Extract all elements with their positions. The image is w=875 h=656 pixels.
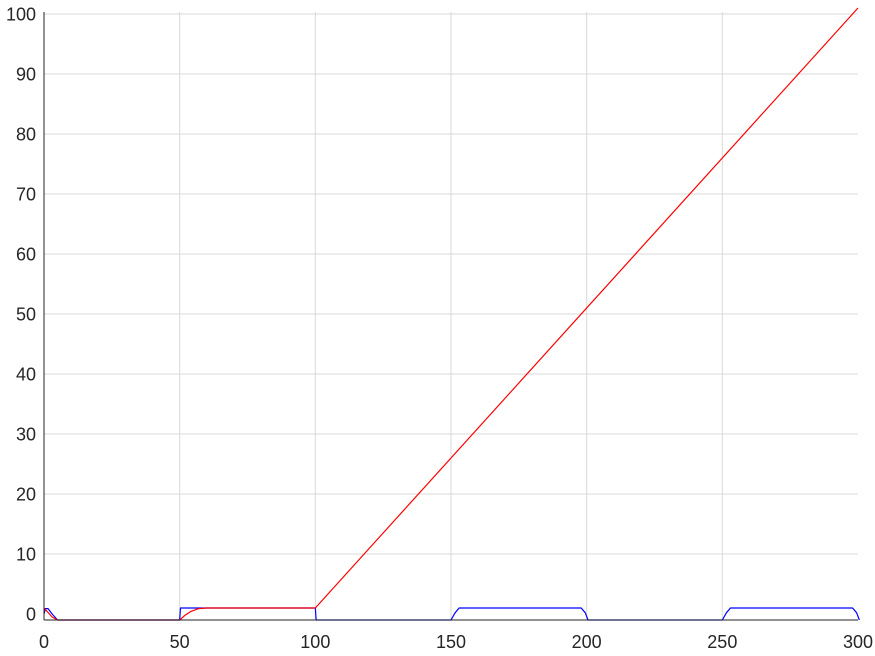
x-tick-label: 100 [300,632,330,652]
y-tick-label: 30 [16,425,36,445]
axis-layer [43,12,858,621]
x-tick-label: 250 [707,632,737,652]
x-tick-label: 300 [843,632,873,652]
series-line-2 [43,7,859,621]
y-tick-label: 20 [16,485,36,505]
y-tick-label: 60 [16,245,36,265]
y-tick-label: 90 [16,65,36,85]
grid-layer [44,12,858,620]
y-tick-labels: 0 10 20 30 40 50 60 70 80 90 100 [6,5,36,625]
y-tick-label: 70 [16,185,36,205]
x-tick-label: 200 [572,632,602,652]
y-tick-label: 0 [26,605,36,625]
y-tick-label: 80 [16,125,36,145]
x-tick-label: 50 [170,632,190,652]
y-tick-label: 50 [16,305,36,325]
series-layer [43,7,860,621]
x-tick-labels: 0 50 100 150 200 250 300 [39,632,873,652]
x-tick-label: 150 [436,632,466,652]
y-tick-label: 10 [16,545,36,565]
series-line-1 [43,607,860,621]
y-tick-label: 40 [16,365,36,385]
y-tick-label: 100 [6,5,36,25]
x-tick-label: 0 [39,632,49,652]
